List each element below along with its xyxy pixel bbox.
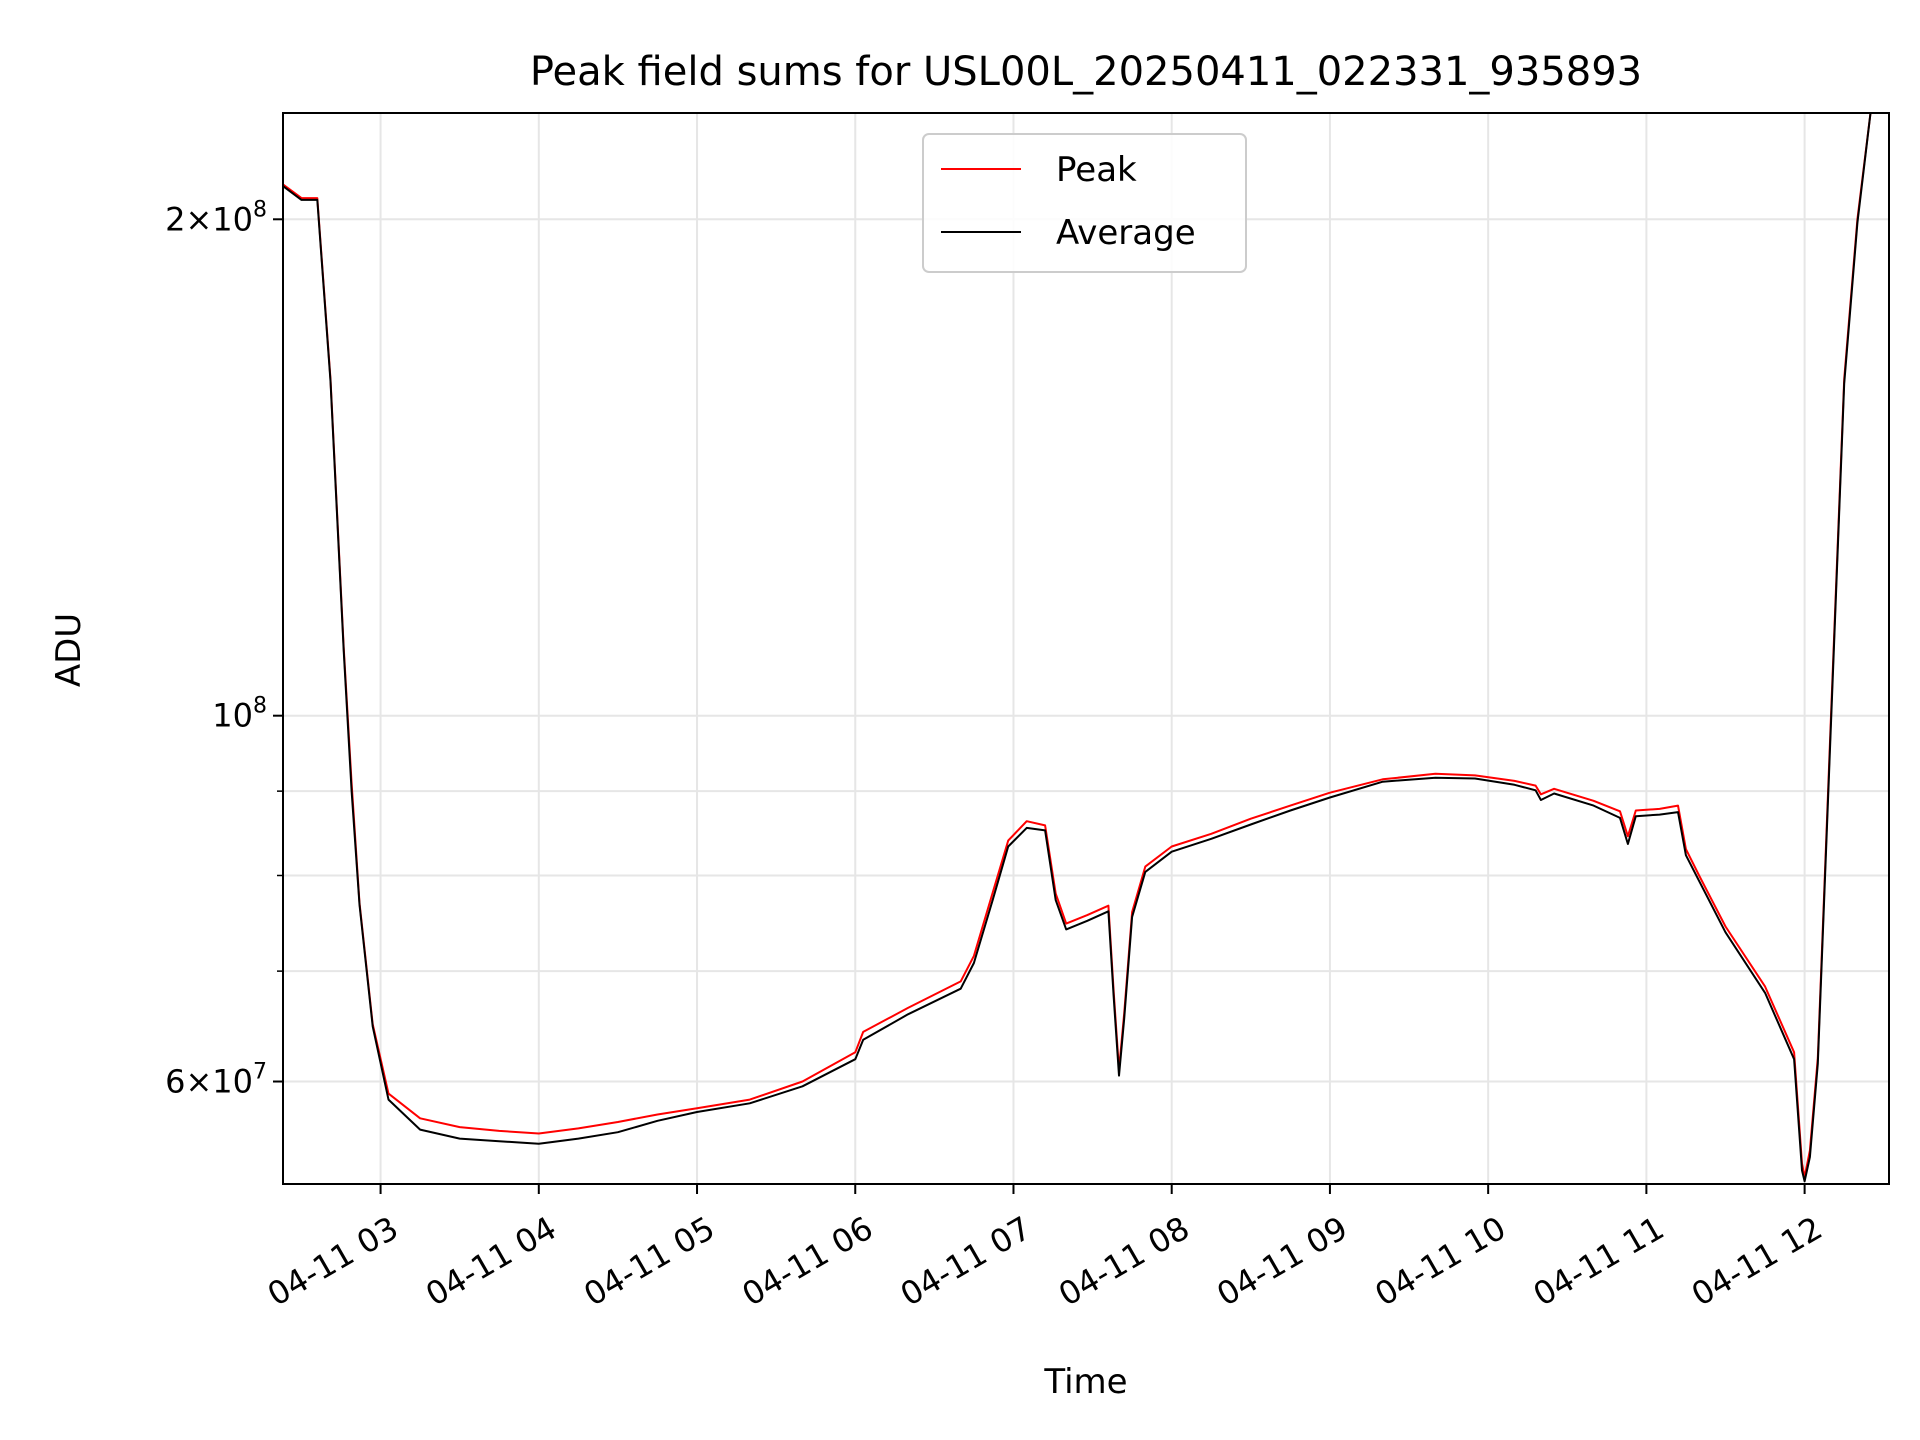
x-axis-label: Time bbox=[1043, 1362, 1127, 1402]
legend-label-peak: Peak bbox=[1056, 150, 1137, 190]
y-tick-label: 6×107 bbox=[165, 1060, 267, 1101]
series-line-average bbox=[283, 113, 1889, 1183]
y-axis-label: ADU bbox=[49, 613, 89, 687]
y-tick-label: 2×108 bbox=[165, 197, 267, 238]
chart-title: Peak field sums for USL00L_20250411_0223… bbox=[530, 49, 1642, 95]
plot-area-frame bbox=[282, 112, 1890, 1185]
grid bbox=[283, 113, 1889, 1184]
legend: Peak Average bbox=[922, 133, 1247, 273]
legend-label-average: Average bbox=[1056, 213, 1196, 253]
series-lines bbox=[283, 113, 1889, 1183]
y-tick-label: 108 bbox=[212, 694, 267, 735]
